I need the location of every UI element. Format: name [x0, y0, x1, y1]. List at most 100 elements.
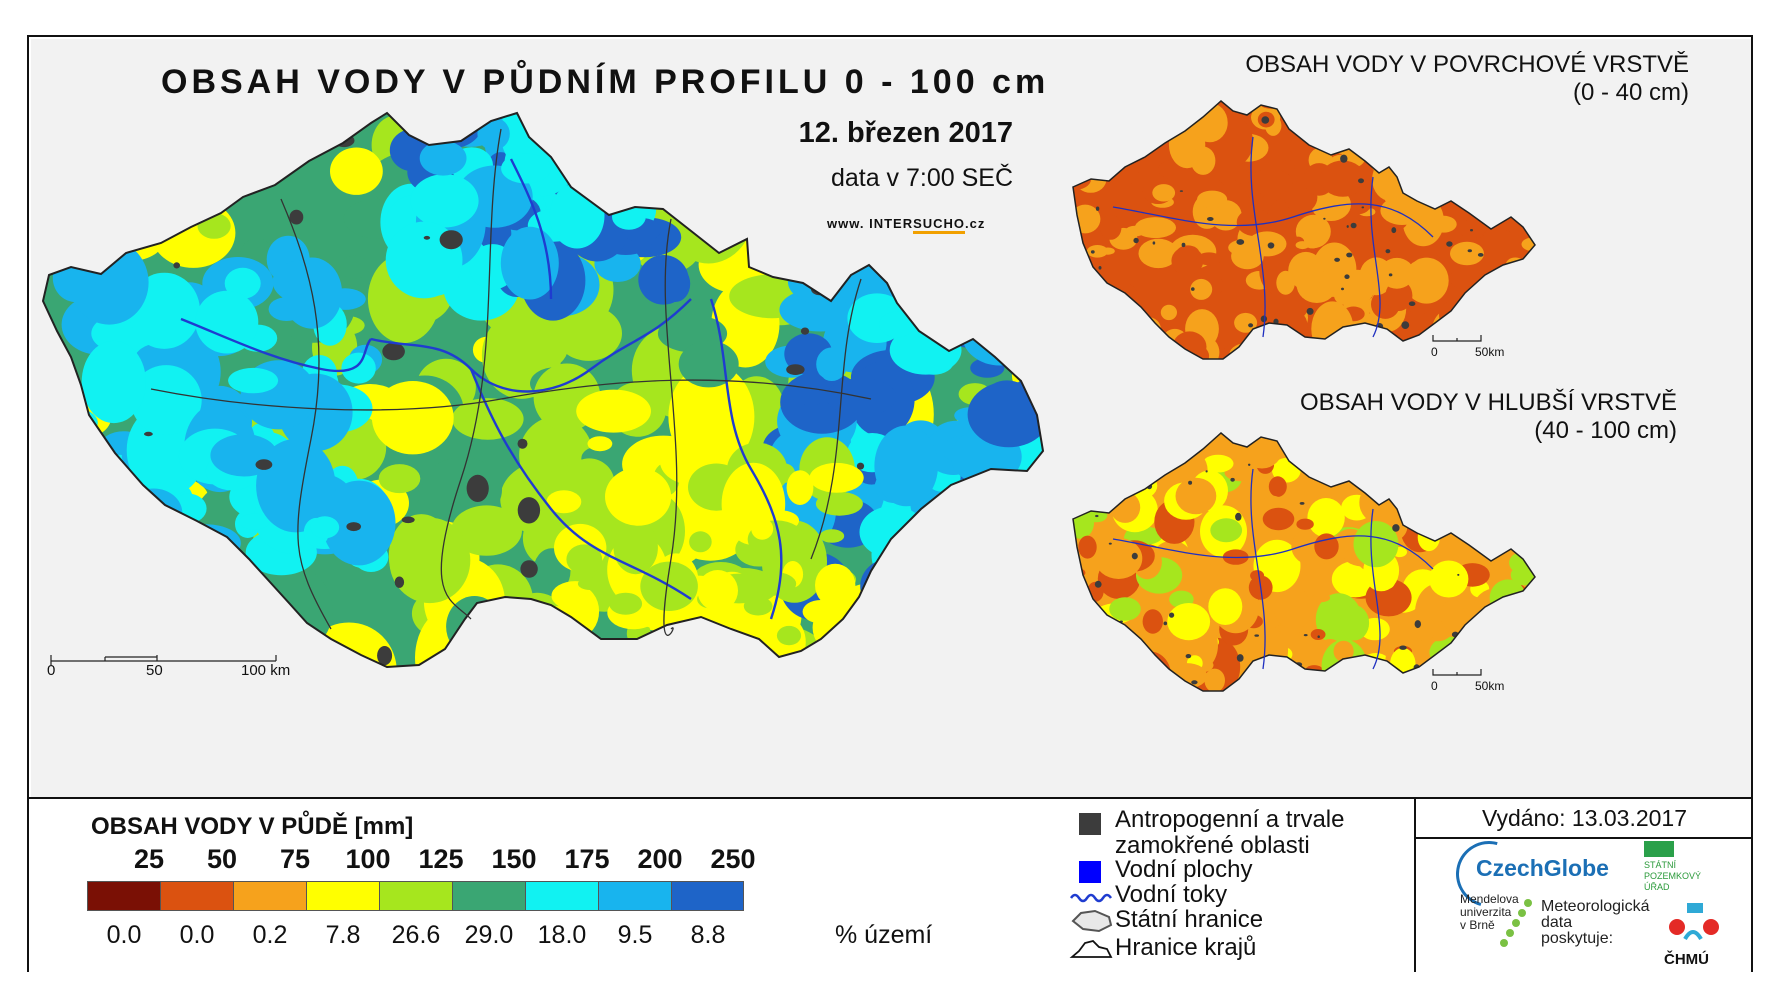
map-raster-patch	[1274, 591, 1313, 629]
map-raster-patch	[1361, 206, 1365, 209]
map-raster-patch	[1087, 646, 1093, 650]
map-raster-patch	[452, 398, 524, 440]
map-raster-patch	[1323, 217, 1326, 220]
map-raster-patch	[310, 516, 340, 539]
map-raster-patch	[1471, 182, 1512, 220]
map-raster-patch	[1479, 291, 1509, 315]
map-raster-patch	[1434, 191, 1440, 195]
map-raster-patch	[44, 171, 109, 240]
credits-box: Vydáno: 13.03.2017 CzechGlobe STÁTNÍ POZE…	[1414, 799, 1753, 972]
map-raster-patch	[517, 497, 541, 524]
map-raster-patch	[1113, 494, 1120, 503]
map-raster-patch	[224, 267, 261, 299]
map-raster-patch	[816, 347, 848, 382]
map-raster-patch	[1407, 448, 1412, 454]
map-raster-patch	[94, 478, 139, 532]
map-raster-patch	[1236, 208, 1273, 236]
map-raster-patch	[1494, 283, 1527, 306]
map-raster-patch	[1473, 101, 1508, 123]
map-raster-patch	[874, 425, 938, 507]
map-raster-patch	[195, 553, 244, 617]
map-raster-patch	[693, 657, 732, 667]
map-raster-patch	[546, 490, 582, 514]
deep-scale-50: 50km	[1475, 679, 1505, 693]
map-raster-patch	[1167, 603, 1211, 641]
map-raster-patch	[1501, 188, 1522, 205]
map-raster-patch	[938, 284, 1001, 348]
river-line	[1250, 468, 1266, 670]
spu-logo-icon	[1644, 841, 1674, 857]
map-raster-patch	[930, 482, 1003, 566]
map-raster-patch	[1333, 640, 1354, 662]
map-raster-patch	[943, 559, 972, 575]
legend-percent: 18.0	[537, 921, 587, 949]
map-raster-patch	[340, 255, 370, 279]
map-raster-patch	[570, 114, 640, 194]
river-line	[180, 317, 372, 373]
map-raster-patch	[555, 305, 622, 361]
map-raster-patch	[84, 535, 149, 581]
map-raster-patch	[1347, 128, 1350, 131]
map-raster-patch	[795, 250, 820, 268]
map-raster-patch	[1167, 663, 1208, 689]
deep-layer-map	[1072, 432, 1536, 692]
legend-percent: 0.0	[179, 921, 215, 949]
map-raster-patch	[45, 407, 98, 438]
map-raster-patch	[961, 301, 1038, 366]
map-raster-patch	[815, 491, 863, 516]
map-raster-patch	[1352, 433, 1399, 475]
map-raster-patch	[1105, 433, 1144, 469]
map-raster-patch	[1320, 160, 1366, 197]
map-raster-patch	[1338, 121, 1361, 140]
map-raster-patch	[1341, 287, 1344, 291]
map-raster-patch	[1234, 171, 1253, 184]
map-raster-patch	[1495, 597, 1515, 618]
map-raster-patch	[62, 509, 113, 563]
map-raster-patch	[371, 381, 454, 455]
map-raster-patch	[1276, 270, 1295, 295]
map-raster-patch	[1481, 101, 1496, 109]
map-raster-patch	[708, 209, 733, 222]
main-map-date: 12. březen 2017	[798, 117, 1013, 149]
map-raster-patch	[466, 474, 489, 502]
legend-band: OBSAH VODY V PŮDĚ [mm] 25 50 75 100 125 150 17…	[29, 797, 1753, 972]
map-raster-patch	[1460, 682, 1467, 686]
map-raster-patch	[856, 462, 865, 470]
map-raster-patch	[794, 372, 829, 406]
map-raster-patch	[922, 565, 1000, 625]
map-raster-patch	[944, 570, 1037, 637]
map-raster-patch	[1134, 316, 1161, 342]
map-raster-patch	[927, 558, 1016, 666]
map-raster-patch	[1115, 115, 1134, 127]
deep-map-title: OBSAH VODY V HLUBŠÍ VRSTVĚ	[1299, 389, 1677, 416]
map-raster-patch	[1391, 227, 1397, 234]
map-raster-patch	[214, 116, 267, 146]
legend-percent: 0.2	[252, 921, 288, 949]
map-raster-patch	[1073, 272, 1085, 283]
map-raster-patch	[697, 570, 738, 612]
map-raster-patch	[183, 122, 227, 167]
map-raster-patch	[1207, 217, 1214, 221]
map-raster-patch	[341, 352, 376, 384]
map-raster-patch	[885, 250, 958, 293]
map-raster-patch	[1505, 157, 1520, 166]
legend-threshold: 125	[418, 844, 464, 874]
map-raster-patch	[1409, 476, 1428, 493]
map-raster-patch	[1261, 116, 1270, 124]
map-raster-patch	[873, 567, 943, 608]
map-raster-patch	[623, 174, 654, 210]
legend-percent: 29.0	[464, 921, 514, 949]
map-raster-patch	[1103, 628, 1111, 637]
map-raster-patch	[1510, 456, 1517, 462]
map-raster-patch	[989, 644, 1008, 667]
map-raster-patch	[609, 592, 643, 615]
map-raster-patch	[587, 139, 657, 190]
map-raster-patch	[1476, 294, 1512, 319]
legend-swatch	[87, 881, 160, 911]
main-scale-100: 100 km	[241, 662, 291, 679]
main-scale-50: 50	[146, 662, 163, 679]
legend-swatch	[671, 881, 744, 911]
map-raster-patch	[634, 118, 707, 185]
map-raster-patch	[668, 122, 698, 147]
map-raster-patch	[1090, 250, 1095, 254]
